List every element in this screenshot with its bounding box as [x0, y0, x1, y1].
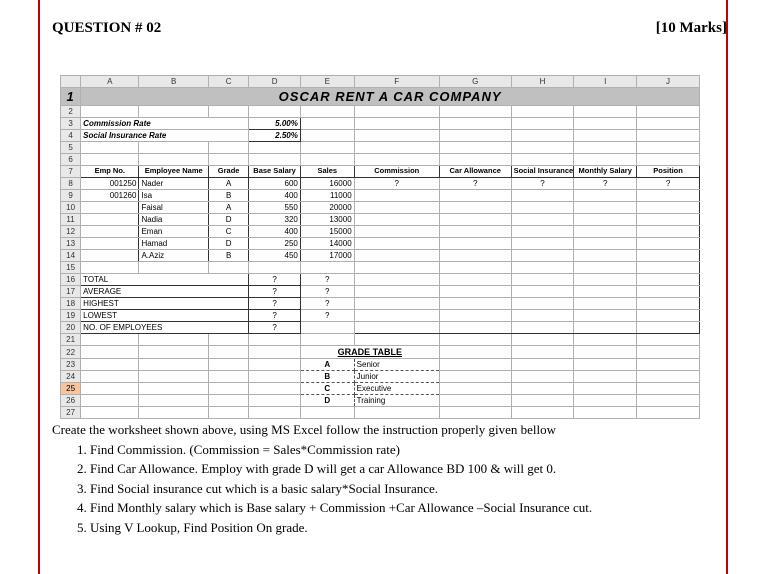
instruction-list: Find Commission. (Commission = Sales*Com…	[52, 440, 727, 538]
instruction-item: Using V Lookup, Find Position On grade.	[90, 518, 727, 538]
instruction-item: Find Monthly salary which is Base salary…	[90, 498, 727, 518]
instruction-intro: Create the worksheet shown above, using …	[52, 420, 727, 440]
excel-screenshot: ABCDEFGHIJ1OSCAR RENT A CAR COMPANY23Com…	[60, 75, 700, 419]
instruction-item: Find Social insurance cut which is a bas…	[90, 479, 727, 499]
question-marks: [10 Marks]	[656, 20, 727, 37]
instruction-item: Find Commission. (Commission = Sales*Com…	[90, 440, 727, 460]
question-header: QUESTION # 02 [10 Marks]	[52, 20, 727, 37]
instruction-item: Find Car Allowance. Employ with grade D …	[90, 459, 727, 479]
spreadsheet-table: ABCDEFGHIJ1OSCAR RENT A CAR COMPANY23Com…	[60, 75, 700, 419]
instructions: Create the worksheet shown above, using …	[52, 420, 727, 537]
question-number: QUESTION # 02	[52, 20, 161, 37]
